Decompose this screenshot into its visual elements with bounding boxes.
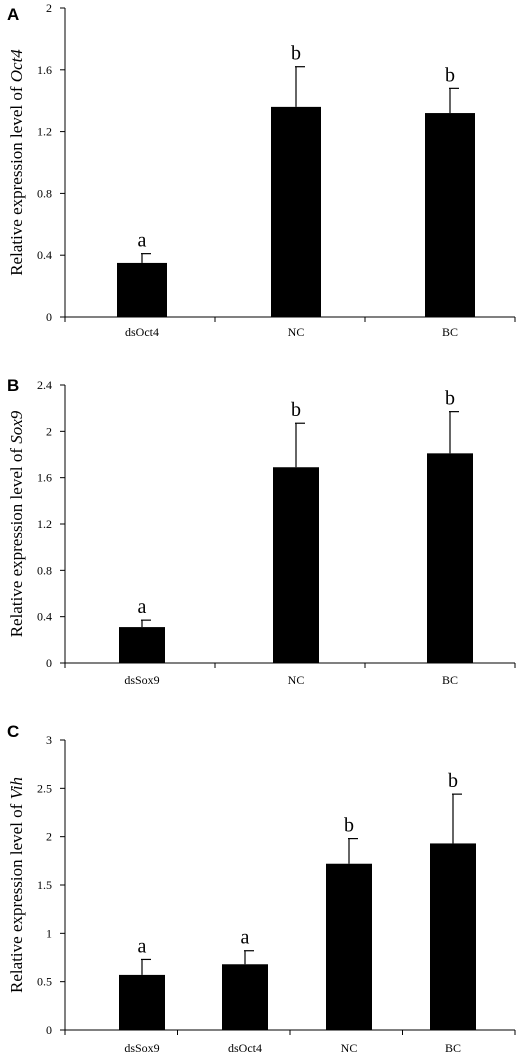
- y-tick-label: 1.2: [37, 125, 52, 139]
- y-tick-label: 0.4: [37, 248, 52, 262]
- bar: [117, 262, 167, 317]
- chart-panel-c: C 0 0.5 1 1.5 2 2.5 3 Relative expression level …: [7, 722, 516, 1054]
- y-tick-label: 0.8: [37, 186, 52, 200]
- y-tick-label: 1: [46, 926, 52, 940]
- y-tick-label: 2: [46, 424, 52, 438]
- y-axis-label-text: Relative expression level of: [7, 799, 26, 993]
- y-tick-label: 1.6: [37, 63, 52, 77]
- y-tick-label: 0: [46, 310, 52, 324]
- y-axis-label-gene: Vih: [7, 777, 26, 799]
- category-label: dsOct4: [228, 1041, 262, 1054]
- y-axis-label: Relative expression level of Sox9: [7, 410, 26, 637]
- significance-letter: b: [445, 388, 455, 410]
- category-label: BC: [442, 325, 458, 339]
- chart-panel-a: A 0 0.4 0.8 1.2 1.6 2 Relative expression level…: [7, 1, 516, 339]
- panel-letter: B: [7, 376, 19, 395]
- y-tick-label: 0: [46, 1023, 52, 1037]
- y-axis-label: Relative expression level of Vih: [7, 777, 26, 993]
- significance-letter: b: [445, 64, 455, 86]
- significance-letter: b: [344, 815, 354, 837]
- category-label: BC: [442, 673, 458, 687]
- y-tick-label: 1.5: [37, 878, 52, 892]
- bar: [271, 106, 321, 317]
- category-label: NC: [288, 325, 305, 339]
- bar: [119, 627, 165, 663]
- category-label: NC: [341, 1041, 358, 1054]
- significance-letter: a: [138, 596, 147, 618]
- y-axis-label-text: Relative expression level of: [7, 444, 26, 638]
- bar: [119, 974, 165, 1030]
- y-axis-label-gene: Oct4: [7, 49, 26, 83]
- category-label: BC: [445, 1041, 461, 1054]
- significance-letter: a: [138, 935, 147, 957]
- significance-letter: a: [138, 230, 147, 252]
- category-label: dsOct4: [125, 325, 159, 339]
- bar: [326, 863, 372, 1030]
- y-tick-label: 1.2: [37, 517, 52, 531]
- y-tick-label: 0.5: [37, 975, 52, 989]
- panel-letter: A: [7, 5, 19, 24]
- significance-letter: b: [448, 770, 458, 792]
- y-tick-label: 2: [46, 1, 52, 15]
- y-tick-label: 0: [46, 656, 52, 670]
- bar: [427, 453, 473, 663]
- bar: [425, 113, 475, 317]
- category-label: NC: [288, 673, 305, 687]
- y-axis-label: Relative expression level of Oct4: [7, 49, 26, 276]
- y-axis-label-gene: Sox9: [7, 410, 26, 444]
- y-tick-label: 0.4: [37, 610, 52, 624]
- significance-letter: a: [241, 927, 250, 949]
- panel-letter: C: [7, 722, 19, 741]
- y-tick-label: 2: [46, 830, 52, 844]
- category-label: dsSox9: [124, 1041, 159, 1054]
- bar: [222, 964, 268, 1030]
- significance-letter: b: [291, 43, 301, 65]
- y-tick-label: 1.6: [37, 471, 52, 485]
- significance-letter: b: [291, 399, 301, 421]
- bar: [273, 467, 319, 663]
- bar: [430, 843, 476, 1030]
- y-tick-label: 0.8: [37, 563, 52, 577]
- category-label: dsSox9: [124, 673, 159, 687]
- y-axis-label-text: Relative expression level of: [7, 82, 26, 276]
- y-tick-label: 2.4: [37, 378, 52, 392]
- chart-panel-b: B 0 0.4 0.8 1.2 1.6 2 2.4 Relative expression le…: [7, 376, 516, 687]
- y-tick-label: 3: [46, 733, 52, 747]
- y-tick-label: 2.5: [37, 781, 52, 795]
